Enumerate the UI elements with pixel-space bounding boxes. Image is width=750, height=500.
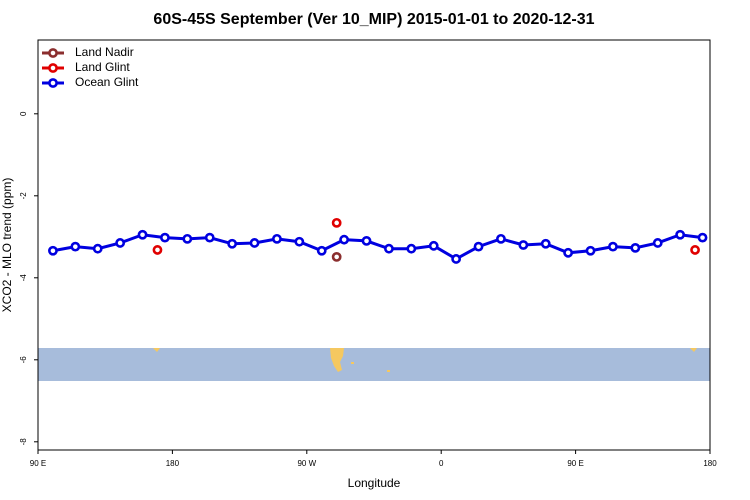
- land-shape: [330, 348, 344, 372]
- data-point: [518, 240, 529, 250]
- series-line: [52, 233, 703, 261]
- data-point: [272, 233, 282, 244]
- data-point: [137, 229, 148, 240]
- y-tick-label: 0: [19, 111, 28, 116]
- data-point: [115, 238, 126, 248]
- data-point: [428, 240, 439, 251]
- x-tick-label: 90 W: [297, 459, 316, 468]
- data-point: [361, 235, 372, 246]
- legend-marker: [48, 63, 58, 73]
- data-point: [70, 241, 81, 252]
- y-tick-label: -4: [19, 274, 28, 282]
- data-point: [294, 236, 305, 247]
- legend-marker: [48, 78, 58, 88]
- data-point: [316, 245, 327, 256]
- data-point: [48, 245, 58, 256]
- data-point: [496, 233, 506, 244]
- chart-title: 60S-45S September (Ver 10_MIP) 2015-01-0…: [153, 11, 594, 28]
- map-band: [38, 348, 710, 381]
- data-point: [227, 238, 238, 249]
- data-point: [652, 238, 663, 248]
- data-point: [384, 243, 394, 254]
- data-point: [540, 238, 551, 249]
- ocean-band: [38, 348, 710, 381]
- data-point: [473, 241, 484, 252]
- land-shape: [690, 348, 697, 352]
- data-point: [249, 238, 260, 248]
- data-point: [406, 243, 417, 254]
- x-tick-label: 90 E: [30, 459, 46, 468]
- x-tick-label: 90 E: [567, 459, 583, 468]
- plot-frame: [37, 39, 711, 451]
- data-point: [160, 232, 170, 243]
- x-tick-label: 0: [439, 459, 444, 468]
- land-shape: [153, 348, 160, 352]
- legend-label: Ocean Glint: [75, 75, 139, 89]
- data-point: [690, 245, 700, 255]
- data-point: [675, 229, 686, 240]
- y-tick-label: -8: [19, 438, 28, 446]
- land-shape: [387, 370, 390, 372]
- data-point: [697, 232, 708, 243]
- data-point: [630, 242, 641, 253]
- data-point: [331, 217, 342, 228]
- data-point: [331, 251, 342, 262]
- x-tick-label: 180: [166, 459, 180, 468]
- y-tick-label: -2: [19, 192, 28, 200]
- legend-label: Land Nadir: [75, 45, 134, 59]
- x-tick-label: 180: [703, 459, 717, 468]
- data-point: [563, 247, 574, 258]
- y-tick-label: -6: [19, 356, 28, 364]
- data-point: [585, 245, 596, 256]
- data-point: [204, 232, 215, 243]
- data-point: [182, 233, 193, 244]
- x-axis-label: Longitude: [348, 476, 401, 490]
- legend-label: Land Glint: [75, 60, 130, 74]
- legend-marker: [48, 48, 58, 58]
- data-point: [608, 241, 618, 252]
- land-shape: [351, 362, 354, 364]
- y-axis-label: XCO2 - MLO trend (ppm): [0, 178, 14, 313]
- data-point: [92, 243, 103, 254]
- data-point: [451, 254, 462, 264]
- data-point: [152, 245, 163, 255]
- data-point: [339, 234, 350, 245]
